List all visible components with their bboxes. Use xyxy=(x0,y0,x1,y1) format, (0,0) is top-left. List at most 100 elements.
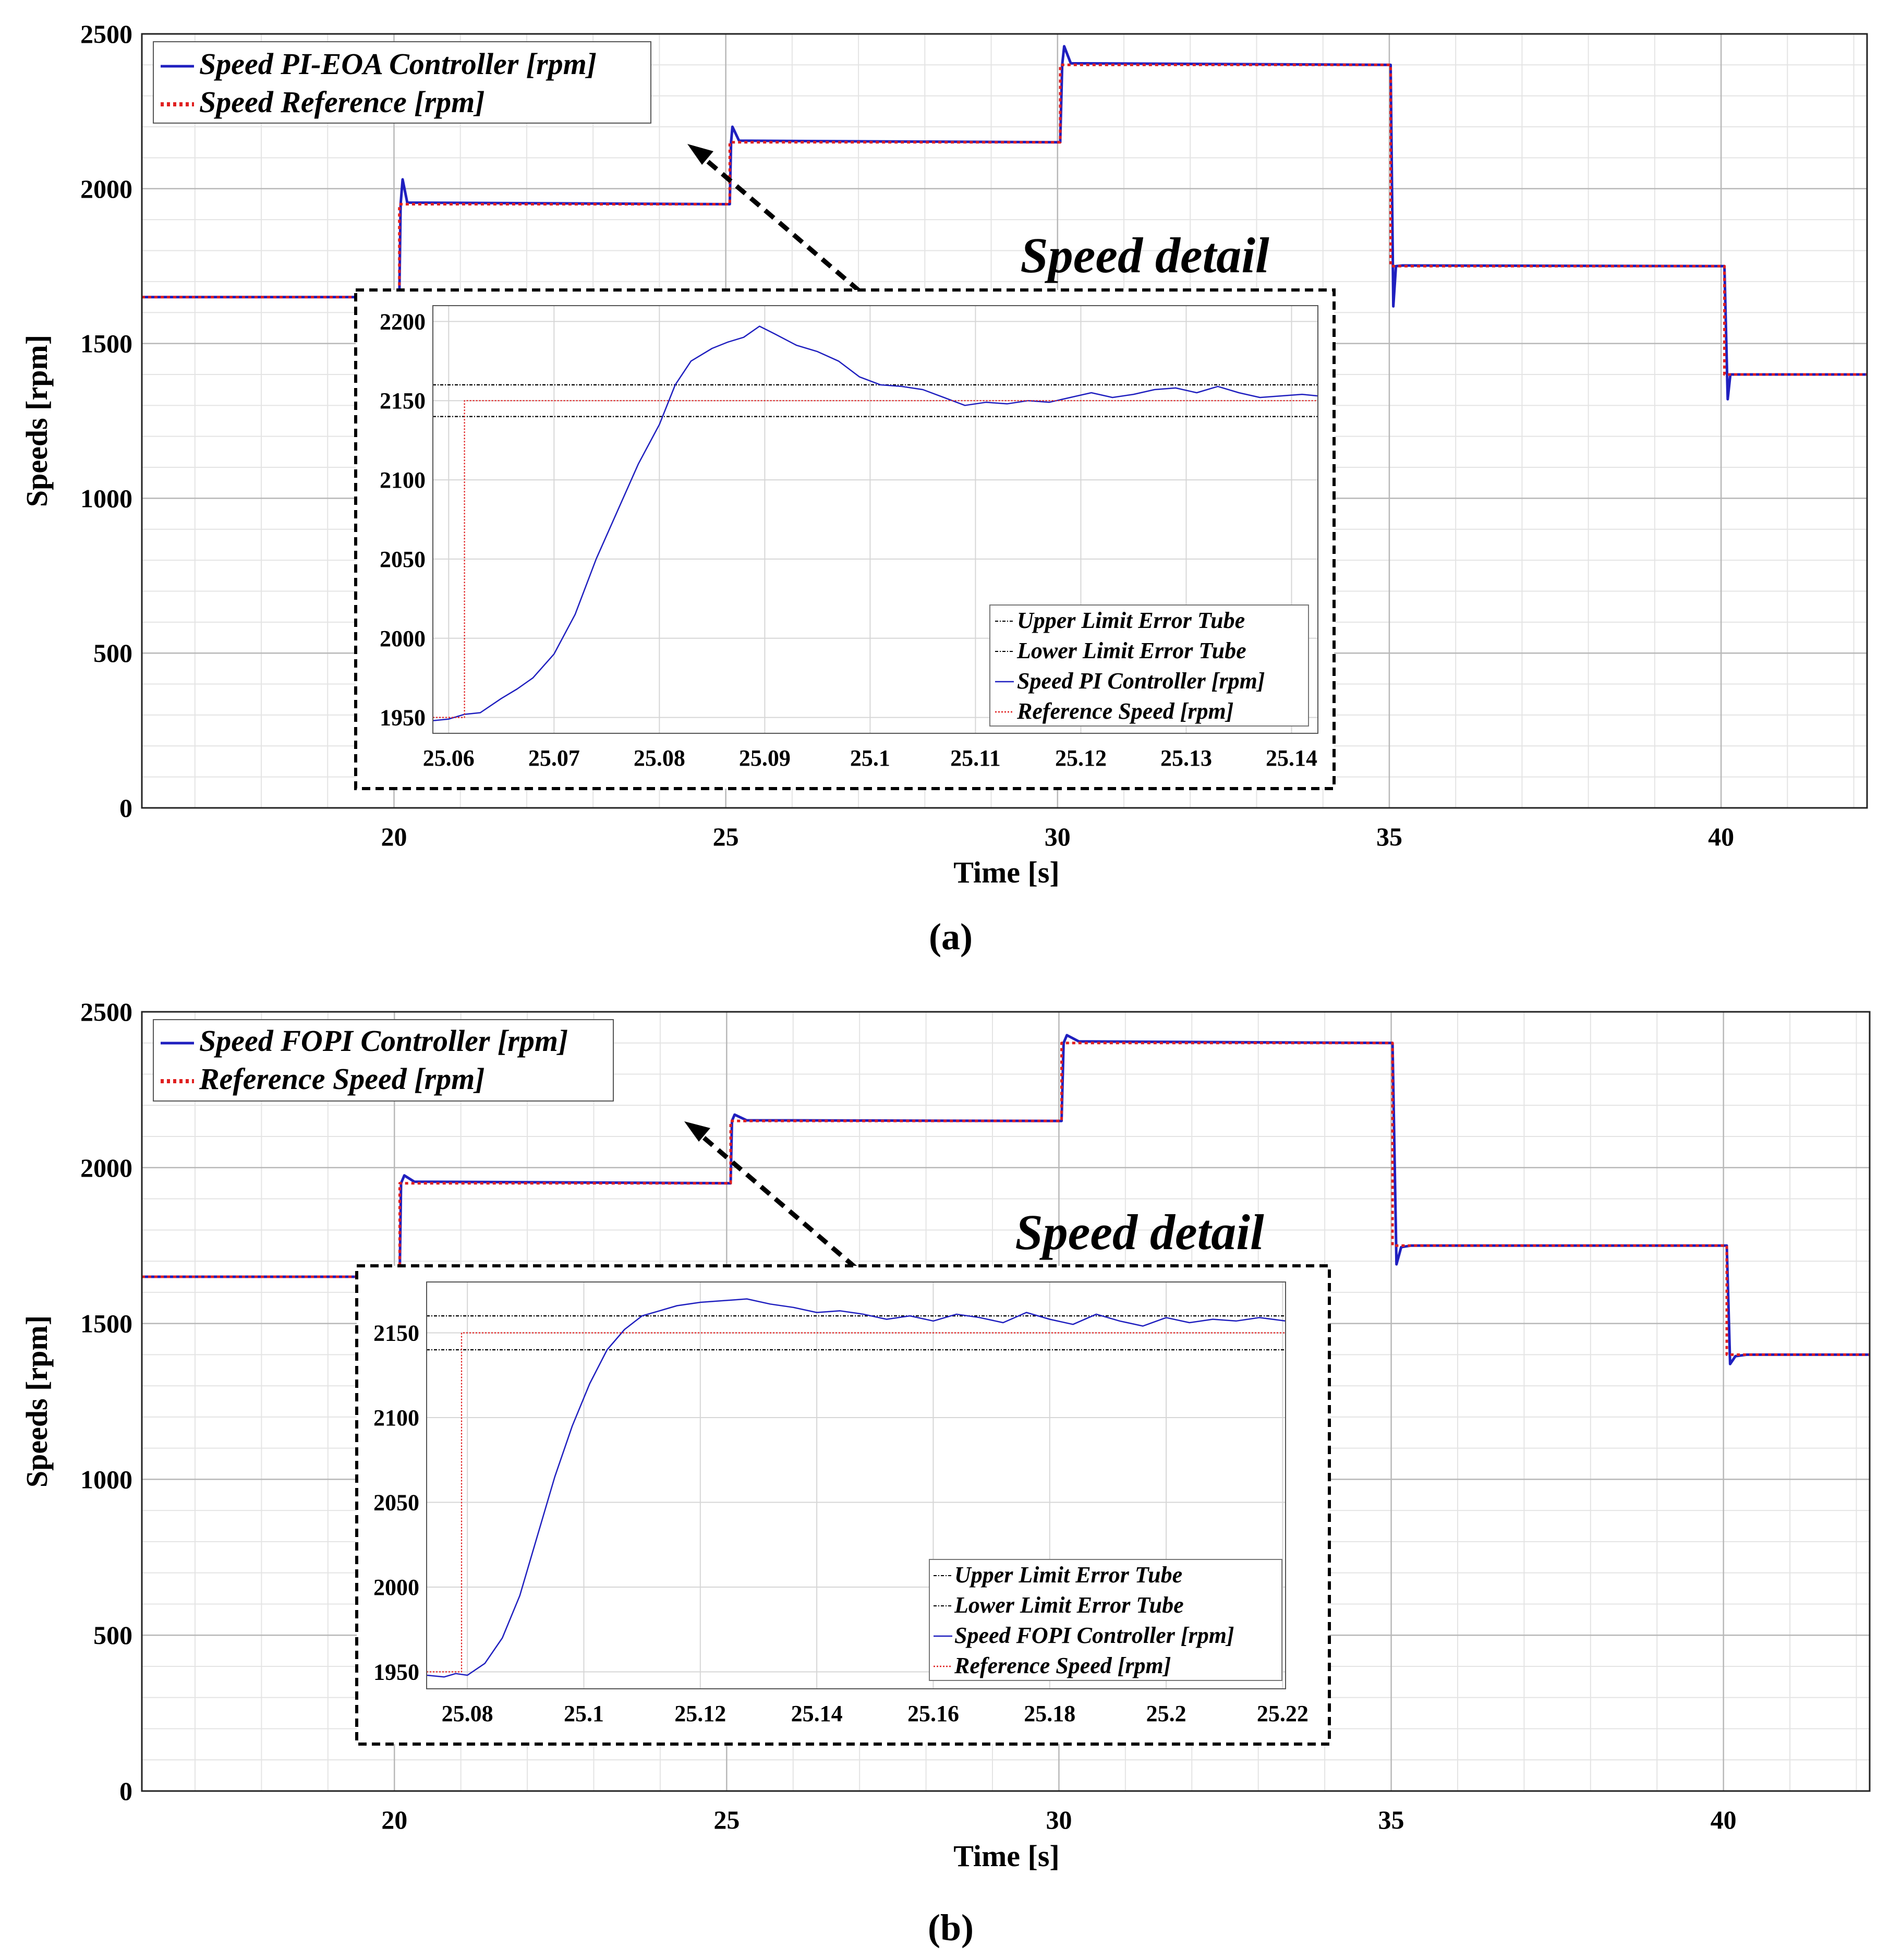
x-tick-label: 25 xyxy=(713,1805,740,1834)
inset-axes-frame xyxy=(426,1281,1286,1689)
inset-x-tick-label: 25.13 xyxy=(1160,745,1212,771)
inset-y-tick-label: 2000 xyxy=(380,626,426,651)
x-tick-label: 40 xyxy=(1711,1805,1737,1834)
y-tick-label: 2500 xyxy=(80,997,132,1026)
y-tick-label: 1500 xyxy=(80,329,132,358)
inset-y-tick-label: 1950 xyxy=(380,705,426,731)
inset-x-tick-label: 25.09 xyxy=(739,745,791,771)
inset-series xyxy=(432,325,1318,721)
inset-x-tick-label: 25.08 xyxy=(634,745,685,771)
y-tick-label: 500 xyxy=(93,638,132,668)
inset-y-tick-label: 2100 xyxy=(373,1405,419,1431)
main-ticks: 20 25 30 35 40 0 500 1000 1500 2000 2500 xyxy=(80,19,1734,851)
inset-x-tick-label: 25.22 xyxy=(1257,1701,1309,1726)
inset-y-tick-label: 2150 xyxy=(373,1321,419,1346)
main-legend: Speed PI-EOA Controller [rpm] Speed Refe… xyxy=(153,41,651,124)
x-tick-label: 25 xyxy=(713,822,739,851)
series-line-controller xyxy=(142,45,1867,401)
main-ticks: 20 25 30 35 40 0 500 1000 1500 2000 2500 xyxy=(80,997,1737,1834)
inset-title: Speed detail xyxy=(1020,227,1269,283)
inset-legend-box xyxy=(929,1559,1282,1681)
x-tick-label: 20 xyxy=(381,822,407,851)
inset-ticks: 25.08 25.1 25.12 25.14 25.16 25.18 25.2 25.22 19… xyxy=(373,1321,1309,1727)
x-tick-label: 35 xyxy=(1376,822,1402,851)
y-tick-label: 2500 xyxy=(80,19,132,49)
x-tick-label: 30 xyxy=(1046,1805,1072,1834)
inset-y-tick-label: 2050 xyxy=(373,1490,419,1516)
main-y-axis-label: Speeds [rpm] xyxy=(20,335,54,507)
inset-y-tick-label: 1950 xyxy=(373,1660,419,1685)
main-legend-box xyxy=(153,41,651,124)
legend-label-controller: Speed PI-EOA Controller [rpm] xyxy=(199,47,597,81)
inset-legend: Upper Limit Error Tube Lower Limit Error… xyxy=(929,1559,1282,1681)
y-tick-label: 1500 xyxy=(80,1309,132,1338)
inset-legend-label-reference: Reference Speed [rpm] xyxy=(1016,698,1233,724)
inset-legend-label-controller: Speed FOPI Controller [rpm] xyxy=(954,1623,1234,1648)
panel-caption: (a) xyxy=(929,916,973,958)
inset-ticks: 25.06 25.07 25.08 25.09 25.1 25.11 25.12 25.13 2… xyxy=(380,309,1317,771)
inset-title: Speed detail xyxy=(1015,1204,1264,1260)
inset-x-tick-label: 25.16 xyxy=(907,1701,959,1726)
inset-x-tick-label: 25.11 xyxy=(950,745,1001,771)
legend-label-reference: Speed Reference [rpm] xyxy=(199,85,485,119)
inset-y-tick-label: 2000 xyxy=(373,1575,419,1600)
inset-y-tick-label: 2100 xyxy=(380,467,426,493)
inset-x-tick-label: 25.12 xyxy=(674,1701,726,1726)
zoom-arrow xyxy=(694,1129,857,1269)
main-series xyxy=(142,1034,1870,1365)
inset-y-tick-label: 2050 xyxy=(380,547,426,572)
inset-y-tick-label: 2200 xyxy=(380,309,426,334)
inset-x-tick-label: 25.07 xyxy=(528,745,580,771)
main-axes-frame xyxy=(141,33,1868,809)
x-tick-label: 40 xyxy=(1708,822,1734,851)
inset-legend-box xyxy=(989,604,1309,727)
series-line-reference xyxy=(142,1042,1870,1356)
inset-x-tick-label: 25.1 xyxy=(564,1701,604,1726)
inset-x-tick-label: 25.08 xyxy=(442,1701,493,1726)
inset-x-tick-label: 25.12 xyxy=(1055,745,1107,771)
inset-legend-label-lower: Lower Limit Error Tube xyxy=(954,1592,1184,1618)
x-tick-label: 20 xyxy=(381,1805,407,1834)
series-line-controller xyxy=(142,1034,1870,1365)
main-x-axis-label: Time [s] xyxy=(953,855,1060,889)
inset-y-tick-label: 2150 xyxy=(380,388,426,414)
y-tick-label: 0 xyxy=(119,793,132,822)
inset-axes-frame xyxy=(432,305,1318,734)
inset-x-tick-label: 25.14 xyxy=(791,1701,843,1726)
zoom-arrow-head xyxy=(684,1121,710,1142)
main-axes-frame xyxy=(141,1011,1871,1792)
main-x-axis-label: Time [s] xyxy=(953,1839,1060,1873)
inset-x-tick-label: 25.2 xyxy=(1146,1701,1186,1726)
inset-x-tick-label: 25.18 xyxy=(1024,1701,1075,1726)
inset-legend-label-controller: Speed PI Controller [rpm] xyxy=(1017,668,1265,694)
y-tick-label: 500 xyxy=(93,1620,132,1650)
zoom-arrow-head xyxy=(687,144,713,165)
inset-series-controller xyxy=(426,1298,1286,1678)
main-legend: Speed FOPI Controller [rpm] Reference Sp… xyxy=(153,1019,614,1102)
main-y-axis-label: Speeds [rpm] xyxy=(20,1315,54,1487)
y-tick-label: 0 xyxy=(119,1776,132,1806)
inset-legend: Upper Limit Error Tube Lower Limit Error… xyxy=(989,604,1309,727)
panel-caption: (b) xyxy=(928,1907,974,1949)
legend-label-reference: Reference Speed [rpm] xyxy=(199,1062,485,1096)
inset-series-controller xyxy=(432,325,1318,721)
y-tick-label: 1000 xyxy=(80,1465,132,1494)
inset-legend-label-upper: Upper Limit Error Tube xyxy=(1017,608,1245,633)
inset-series-reference xyxy=(433,400,1318,718)
x-tick-label: 35 xyxy=(1378,1805,1404,1834)
inset-series xyxy=(426,1298,1286,1678)
zoom-arrow xyxy=(697,152,861,293)
main-legend-box xyxy=(153,1019,614,1102)
inset-x-tick-label: 25.1 xyxy=(850,745,890,771)
legend-label-controller: Speed FOPI Controller [rpm] xyxy=(199,1024,568,1058)
inset-x-tick-label: 25.06 xyxy=(423,745,475,771)
inset-series-reference xyxy=(427,1332,1286,1673)
inset-legend-label-reference: Reference Speed [rpm] xyxy=(954,1653,1171,1678)
y-tick-label: 2000 xyxy=(80,174,132,203)
y-tick-label: 2000 xyxy=(80,1153,132,1182)
inset-legend-label-lower: Lower Limit Error Tube xyxy=(1016,638,1246,663)
y-tick-label: 1000 xyxy=(80,483,132,513)
inset-x-tick-label: 25.14 xyxy=(1266,745,1317,771)
